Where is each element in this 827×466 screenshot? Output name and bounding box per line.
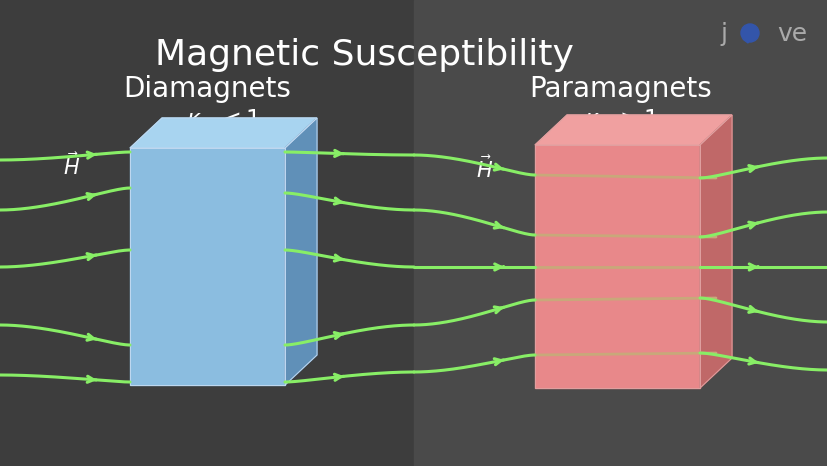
Polygon shape bbox=[699, 115, 731, 388]
Bar bbox=[534, 145, 699, 388]
Bar bbox=[534, 145, 699, 388]
Polygon shape bbox=[534, 115, 731, 145]
Text: $\kappa_m > 1$: $\kappa_m > 1$ bbox=[583, 108, 657, 134]
Text: $\vec{H}$: $\vec{H}$ bbox=[64, 152, 80, 179]
Bar bbox=[414, 0, 827, 466]
Text: $\kappa_m < 1$: $\kappa_m < 1$ bbox=[186, 108, 261, 134]
Text: Magnetic Susceptibility: Magnetic Susceptibility bbox=[155, 38, 573, 72]
Polygon shape bbox=[742, 39, 749, 43]
Bar bbox=[0, 0, 414, 466]
Bar bbox=[130, 148, 284, 385]
Polygon shape bbox=[130, 118, 317, 148]
Polygon shape bbox=[284, 118, 317, 385]
Text: $\vec{H}$: $\vec{H}$ bbox=[476, 155, 493, 182]
Bar bbox=[130, 148, 284, 385]
Text: ve: ve bbox=[776, 22, 806, 46]
Text: j: j bbox=[719, 22, 726, 46]
Text: Paramagnets: Paramagnets bbox=[529, 75, 711, 103]
Text: Diamagnets: Diamagnets bbox=[123, 75, 290, 103]
Circle shape bbox=[740, 24, 758, 42]
